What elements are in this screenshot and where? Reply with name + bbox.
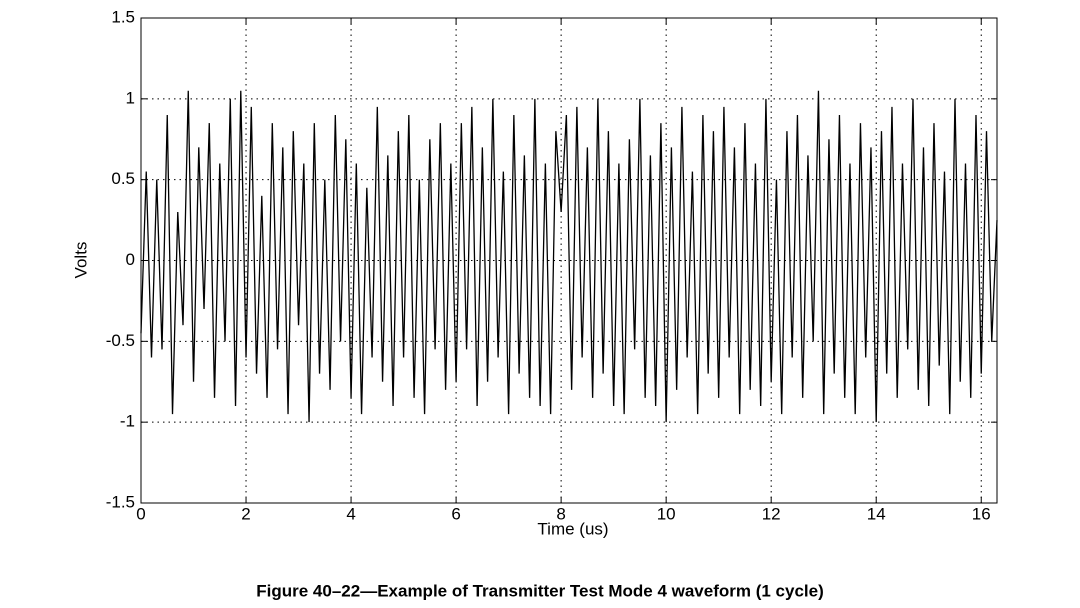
figure-caption: Figure 40–22—Example of Transmitter Test… [256,581,824,600]
x-tick-label: 14 [867,504,886,523]
y-tick-label: -1.5 [106,492,135,511]
x-tick-label: 12 [762,504,781,523]
y-tick-label: 1.5 [111,7,135,26]
plot-frame [140,17,998,504]
y-tick-label: 0.5 [111,169,135,188]
x-axis-label: Time (us) [537,519,608,538]
x-tick-label: 0 [136,504,145,523]
y-axis-label: Volts [71,242,90,279]
y-tick-label: 0 [126,250,135,269]
x-tick-label: 6 [451,504,460,523]
y-tick-label: 1 [126,88,135,107]
y-tick-label: -0.5 [106,331,135,350]
x-tick-label: 8 [556,504,565,523]
x-tick-label: 10 [657,504,676,523]
x-tick-label: 4 [346,504,355,523]
x-tick-label: 16 [972,504,991,523]
x-tick-label: 2 [241,504,250,523]
y-tick-label: -1 [120,412,135,431]
waveform-line [140,90,998,423]
